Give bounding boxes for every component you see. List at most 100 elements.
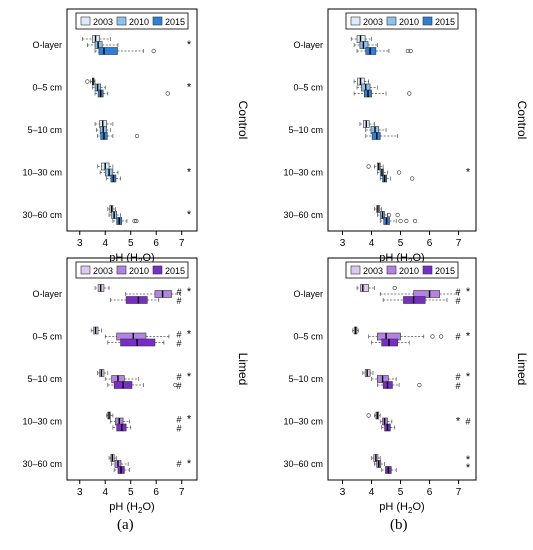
outlier-point: [366, 413, 371, 418]
box-2010: [99, 168, 119, 177]
iqr-box: [98, 47, 118, 55]
category-label: 30–60 cm: [22, 459, 62, 469]
category-label: 30–60 cm: [22, 210, 62, 220]
x-tick-label: 7: [179, 487, 185, 498]
significance-asterisk: *: [187, 329, 192, 341]
significance-asterisk: *: [466, 331, 471, 343]
category-label: 5–10 cm: [288, 125, 323, 135]
box-2003: [106, 411, 114, 420]
box-2003: [359, 120, 375, 128]
box-2003: [356, 284, 397, 292]
outlier-point: [439, 334, 444, 339]
legend-label: 2015: [435, 266, 455, 276]
iqr-box: [360, 284, 369, 292]
box-2015: [379, 217, 418, 225]
legend-label: 2010: [399, 266, 419, 276]
legend: 2003 2010 2015: [345, 261, 459, 279]
plot-frame: [327, 257, 477, 481]
box-2010: [108, 211, 121, 219]
box-2010: [353, 41, 378, 49]
outlier-point: [398, 218, 403, 224]
x-tick-label: 5: [128, 238, 134, 249]
iqr-box: [403, 296, 426, 304]
x-tick-label: 7: [456, 487, 462, 498]
outlier-point: [412, 218, 418, 224]
significance-asterisk: *: [466, 371, 471, 383]
box-2010: [376, 168, 402, 177]
outlier-point: [132, 218, 137, 224]
box-2010: [374, 460, 385, 468]
outlier-point: [134, 218, 139, 224]
panel-a-limed: 3 4 5 6 7 pH (H2O) Limed 2003 2010 2015 O-layer # * #…: [22, 257, 250, 515]
legend-swatch: [422, 265, 433, 275]
box-2015: [113, 466, 130, 474]
x-tick-label: 3: [77, 487, 83, 498]
x-tick-label: 4: [369, 238, 375, 249]
x-tick-label: 7: [456, 238, 462, 249]
category-label: 0–5 cm: [32, 332, 62, 342]
panel-b-limed: 3 4 5 6 7 pH (H2O) Limed 2003 2010 2015 O-layer # * #…: [283, 257, 529, 515]
x-tick-label: 6: [427, 487, 433, 498]
treatment-label: Limed: [236, 353, 250, 386]
outlier-point: [386, 212, 392, 218]
outlier-point: [366, 164, 371, 169]
box-2015: [379, 174, 415, 183]
x-tick-label: 3: [340, 238, 346, 249]
significance-hash: #: [455, 296, 460, 306]
outlier-point: [395, 212, 400, 218]
legend-label: 2010: [129, 266, 149, 276]
box-2010: [368, 332, 444, 341]
outlier-point: [405, 48, 410, 54]
category-label: 5–10 cm: [27, 374, 62, 384]
legend-label: 2003: [93, 17, 113, 27]
box-2015: [112, 423, 132, 432]
legend-swatch: [386, 16, 397, 26]
legend-label: 2010: [399, 17, 419, 27]
outlier-point: [410, 176, 415, 181]
significance-asterisk: *: [187, 371, 192, 383]
x-tick-label: 5: [128, 487, 134, 498]
box-2015: [371, 338, 410, 347]
significance-hash: #: [176, 424, 181, 434]
box-2015: [353, 89, 412, 98]
x-tick-label: 4: [102, 487, 108, 498]
outlier-point: [417, 382, 422, 388]
x-axis-label: pH (H2O): [379, 501, 424, 515]
x-tick-label: 4: [102, 238, 108, 249]
significance-asterisk: *: [187, 167, 192, 179]
box-2003: [97, 369, 109, 377]
significance-asterisk: *: [456, 416, 461, 428]
plot-frame: [327, 8, 477, 232]
legend-label: 2003: [363, 17, 383, 27]
x-tick-label: 5: [398, 487, 404, 498]
outlier-point: [407, 91, 412, 96]
legend: 2003 2010 2015: [75, 261, 189, 279]
x-tick-label: 7: [179, 238, 185, 249]
box-2003: [374, 205, 383, 213]
category-label: 30–60 cm: [283, 459, 323, 469]
box-2015: [97, 132, 140, 140]
box-2015: [376, 381, 422, 389]
x-tick-label: 3: [340, 487, 346, 498]
significance-hash: #: [455, 287, 460, 297]
box-2010: [376, 211, 400, 219]
category-label: 30–60 cm: [283, 210, 323, 220]
significance-hash: #: [176, 459, 181, 469]
x-tick-label: 6: [153, 238, 159, 249]
outlier-point: [173, 382, 178, 388]
box-2015: [107, 338, 165, 347]
box-2015: [365, 132, 398, 140]
x-tick-label: 4: [369, 487, 375, 498]
significance-asterisk: *: [187, 286, 192, 298]
iqr-box: [125, 296, 148, 304]
box-2003: [371, 454, 381, 462]
significance-hash: #: [176, 415, 181, 425]
category-label: 10–30 cm: [22, 168, 62, 178]
significance-asterisk: *: [187, 458, 192, 470]
significance-hash: #: [176, 287, 181, 297]
legend-swatch: [422, 16, 433, 26]
box-2015: [112, 217, 139, 225]
significance-hash: #: [465, 417, 470, 427]
significance-asterisk: *: [187, 39, 192, 51]
